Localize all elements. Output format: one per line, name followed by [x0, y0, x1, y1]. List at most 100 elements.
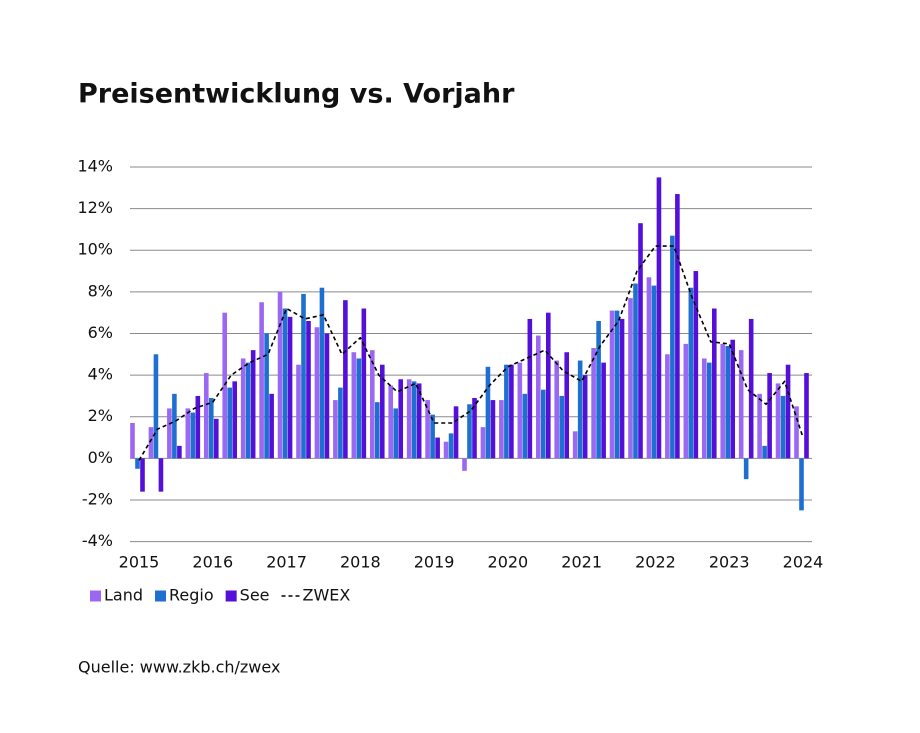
bar — [425, 400, 430, 459]
bar — [490, 400, 496, 459]
bar — [306, 321, 311, 459]
bar — [140, 458, 145, 492]
bar — [430, 414, 435, 459]
x-tick-label: 2022 — [635, 553, 676, 572]
bar — [398, 379, 404, 459]
bar — [172, 393, 177, 459]
bar — [319, 287, 325, 459]
bar — [472, 398, 477, 459]
bar — [203, 373, 209, 459]
x-tick-label: 2018 — [340, 553, 381, 572]
bar — [646, 277, 652, 459]
bar — [767, 373, 772, 459]
bar — [804, 373, 809, 459]
bar — [269, 393, 274, 459]
bar — [725, 345, 731, 459]
bar — [406, 379, 412, 459]
x-tick-label: 2020 — [488, 553, 529, 572]
bar — [780, 395, 786, 459]
bar — [148, 427, 154, 459]
bar — [665, 354, 670, 459]
bar — [388, 385, 394, 459]
x-tick-label: 2024 — [783, 553, 824, 572]
bar — [435, 437, 440, 459]
y-tick-label: 2% — [88, 406, 113, 425]
legend-label: ZWEX — [303, 586, 351, 605]
bar — [738, 350, 744, 459]
bar — [130, 422, 135, 459]
bar — [545, 312, 551, 459]
bar — [730, 339, 736, 459]
x-tick-label: 2019 — [414, 553, 455, 572]
bar — [185, 408, 191, 459]
bar — [757, 393, 762, 459]
bar — [314, 327, 320, 459]
bar — [596, 321, 601, 459]
bar — [591, 348, 596, 459]
y-tick-label: 8% — [88, 281, 113, 300]
bar — [628, 298, 633, 459]
bar — [535, 335, 541, 459]
legend-label: Land — [104, 586, 143, 605]
bar — [693, 271, 699, 459]
bar — [264, 333, 269, 459]
bar — [670, 235, 675, 459]
bar — [416, 383, 422, 459]
bar — [153, 354, 159, 459]
x-tick-label: 2015 — [119, 553, 160, 572]
bar — [324, 333, 330, 459]
bar — [683, 343, 689, 459]
bar — [794, 406, 799, 459]
bar — [301, 293, 306, 459]
bar — [343, 300, 348, 459]
legend-symbol — [225, 590, 237, 602]
bar — [633, 283, 638, 459]
bar — [259, 302, 264, 459]
bar — [711, 308, 717, 459]
bar — [222, 312, 228, 459]
y-tick-label: 6% — [88, 323, 113, 342]
bar — [453, 406, 459, 459]
bar — [333, 400, 338, 459]
bar — [582, 375, 588, 459]
bar — [177, 445, 182, 459]
bar — [443, 441, 449, 459]
bar — [517, 362, 523, 459]
x-tick-label: 2016 — [192, 553, 233, 572]
bar — [485, 366, 491, 459]
bar — [213, 418, 219, 459]
bar — [706, 362, 712, 459]
bar — [208, 398, 214, 459]
bar — [504, 364, 509, 459]
y-tick-label: -4% — [82, 531, 113, 550]
bar — [564, 352, 570, 459]
y-tick-label: 10% — [77, 240, 113, 259]
bar — [720, 343, 726, 459]
x-tick-label: 2017 — [266, 553, 307, 572]
chart-title: Preisentwicklung vs. Vorjahr — [78, 79, 515, 110]
y-tick-label: 14% — [77, 157, 113, 176]
legend-symbol — [90, 590, 101, 602]
bar — [351, 352, 357, 459]
bar — [675, 194, 680, 459]
bar — [651, 285, 657, 459]
bar — [361, 308, 367, 459]
bar — [232, 381, 238, 459]
bar — [499, 400, 504, 459]
bar — [195, 395, 201, 459]
bar — [785, 364, 791, 459]
bar — [227, 387, 233, 459]
bar — [250, 350, 256, 459]
bar — [748, 318, 754, 459]
bar — [509, 364, 514, 459]
bar — [448, 433, 454, 459]
legend-label: Regio — [169, 586, 214, 605]
bar — [701, 358, 707, 459]
bar — [167, 408, 172, 459]
bar — [619, 318, 625, 459]
bar — [609, 310, 615, 459]
bar — [577, 360, 583, 459]
bar — [277, 291, 283, 459]
bar — [540, 389, 546, 459]
